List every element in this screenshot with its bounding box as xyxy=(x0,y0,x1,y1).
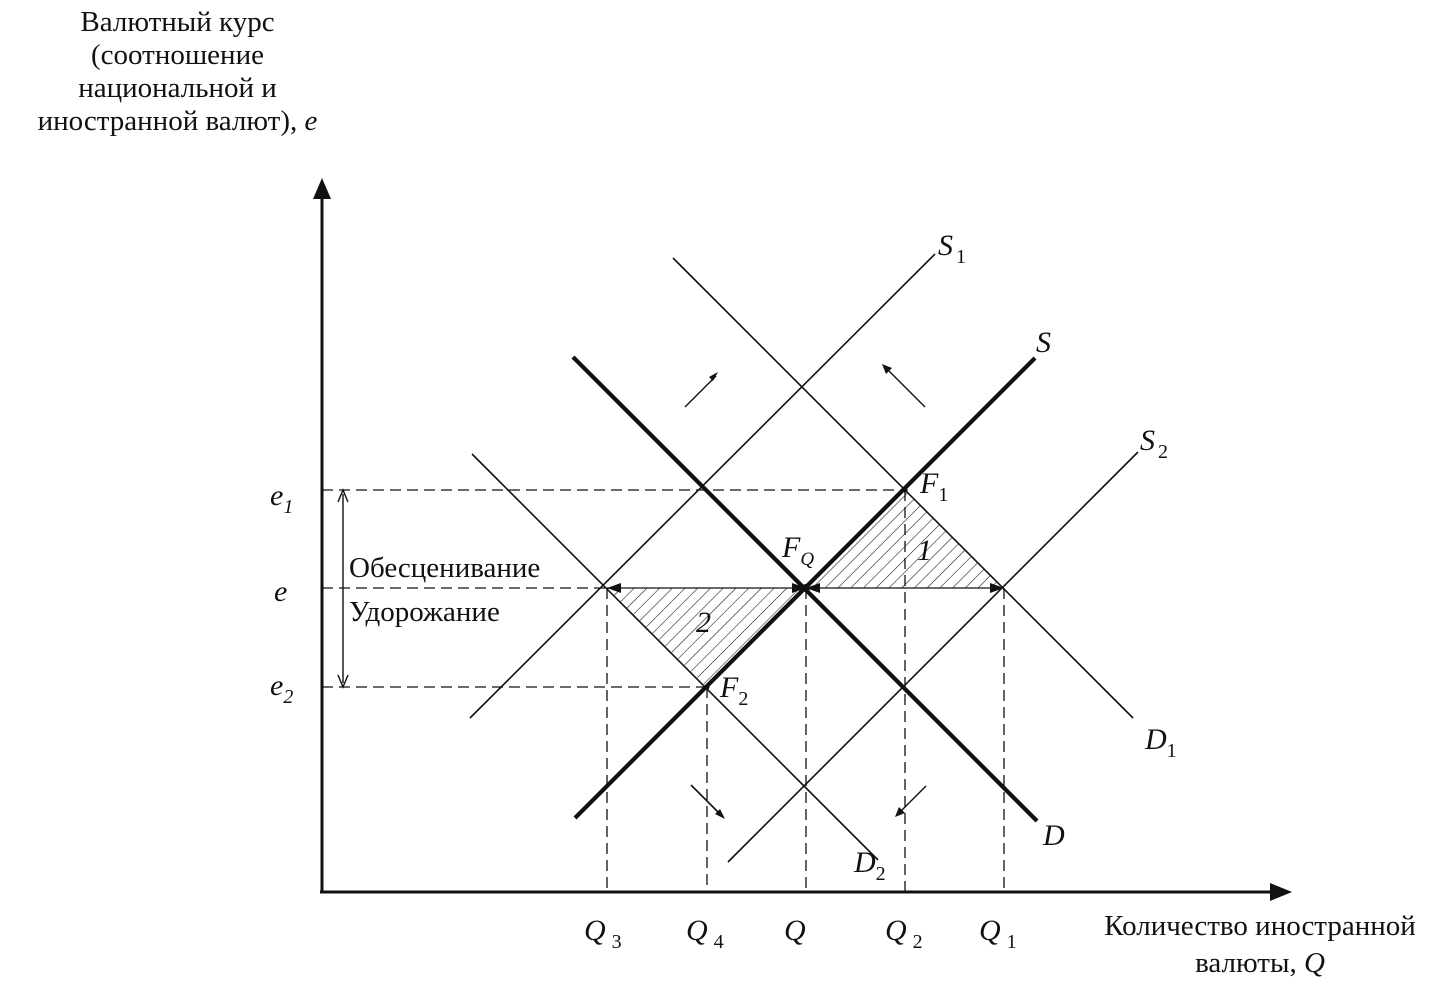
y-axis-title: Валютный курс (соотношение национальной … xyxy=(0,6,355,138)
shift-arrow-up-left xyxy=(882,364,926,408)
y-axis-title-line-3: национальной и xyxy=(78,72,277,104)
point-f1-dot xyxy=(902,487,908,493)
label-s: S xyxy=(1036,326,1051,359)
annotation-devaluation: Обесценивание xyxy=(349,552,540,584)
y-axis-title-line-2: (соотношение xyxy=(91,39,264,71)
range-arrow-head-top xyxy=(337,488,349,503)
annotation-appreciation: Удорожание xyxy=(349,596,500,628)
y-axis-symbol: e xyxy=(304,105,318,137)
curve-d2-line xyxy=(471,453,879,861)
y-axis-arrowhead xyxy=(313,178,331,199)
x-axis-title-line-2: валюты, xyxy=(1195,947,1297,979)
arrow-head-right xyxy=(990,583,1004,593)
label-d1: D1 xyxy=(1144,723,1177,762)
y-axis-title-line-1: Валютный курс xyxy=(80,6,275,38)
label-f0: FQ xyxy=(781,531,814,570)
shift-arrow-up-right xyxy=(684,372,718,408)
curve-s2-line xyxy=(727,451,1139,863)
label-f1: F1 xyxy=(919,467,948,506)
x-axis-arrowhead xyxy=(1270,883,1292,901)
shift-arrow-down-right xyxy=(690,784,725,819)
tick-e: e xyxy=(274,575,287,608)
arrow-into-f0-from-left xyxy=(792,583,806,593)
label-area1: 1 xyxy=(917,534,932,567)
tick-e1: e1 xyxy=(270,479,293,518)
tick-q: Q xyxy=(784,914,806,947)
x-axis-title: Количество иностранной валюты, Q xyxy=(1060,908,1451,982)
point-f2-dot xyxy=(704,684,710,690)
label-area2: 2 xyxy=(696,606,711,639)
point-f0-dot xyxy=(802,584,810,592)
arrow-into-f0-from-right xyxy=(806,583,820,593)
label-d2: D2 xyxy=(853,846,886,885)
tick-e2: e2 xyxy=(270,669,293,708)
area1-hatch xyxy=(806,490,1004,588)
range-arrow-head-bottom xyxy=(337,674,349,689)
label-f2: F2 xyxy=(719,671,748,710)
arrow-head-left xyxy=(607,583,621,593)
label-d: D xyxy=(1042,819,1065,852)
x-axis-symbol: Q xyxy=(1303,947,1325,979)
y-axis-title-line-4: иностранной валют), xyxy=(37,105,298,137)
area2-hatch xyxy=(607,588,806,687)
shift-arrow-down-left xyxy=(895,785,927,817)
x-axis-title-line-1: Количество иностранной xyxy=(1104,910,1416,942)
